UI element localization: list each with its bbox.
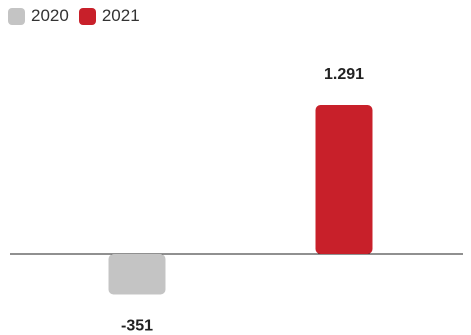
legend-label-2021: 2021	[101, 6, 140, 25]
data-label-2021: 1.291	[324, 66, 364, 83]
bar-2021	[315, 105, 373, 254]
legend: 2020 2021	[8, 6, 140, 26]
data-labels-group: -351 1.291	[121, 66, 364, 335]
data-label-2020: -351	[121, 318, 153, 335]
legend-swatch-2020	[8, 7, 25, 25]
legend-label-2020: 2020	[31, 6, 69, 25]
bars-group	[108, 105, 373, 295]
legend-item-2020: 2020	[8, 6, 69, 26]
bar-2020	[108, 254, 166, 295]
legend-swatch-2021	[78, 7, 96, 25]
legend-item-2021: 2021	[78, 6, 140, 26]
